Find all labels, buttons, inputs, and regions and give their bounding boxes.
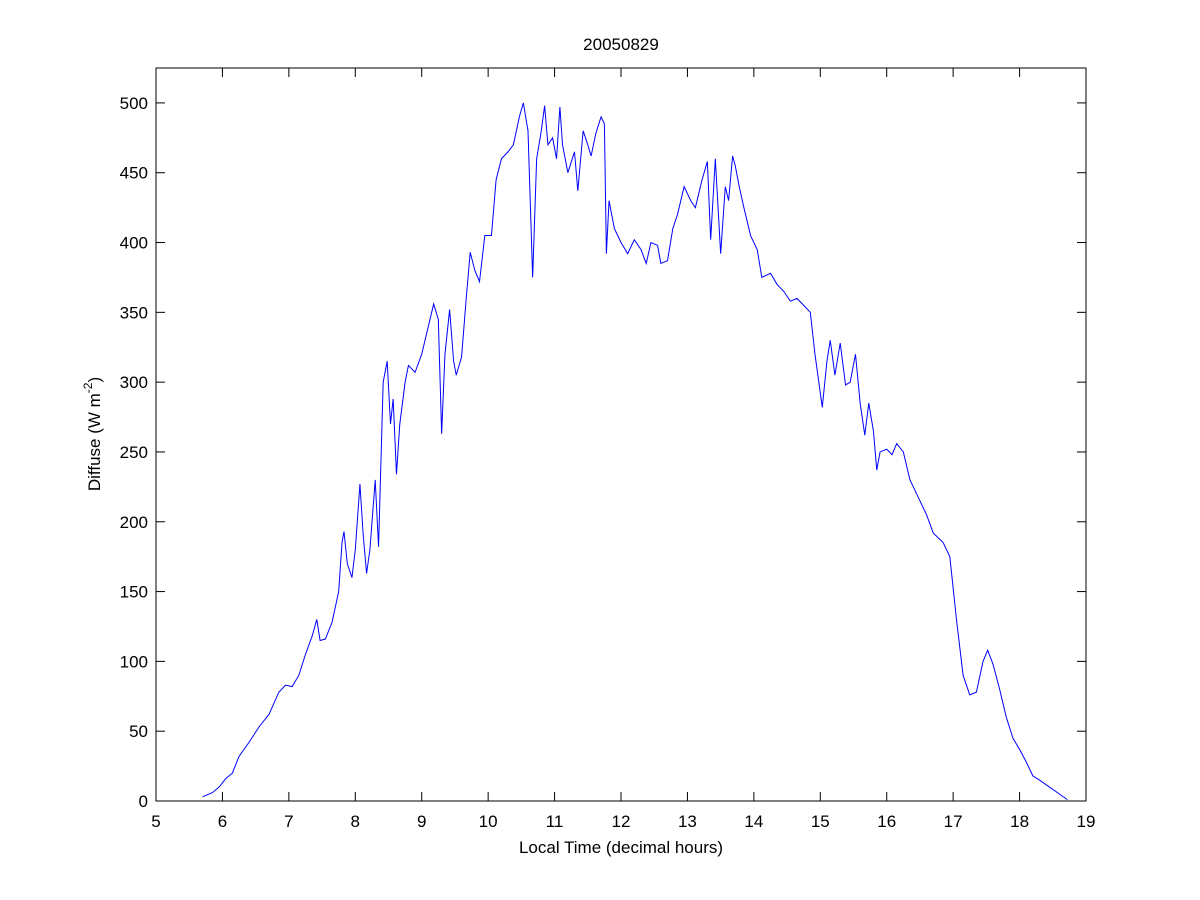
y-tick-label: 150 [120, 583, 148, 602]
y-label-suffix: ) [85, 377, 104, 383]
y-tick-label: 100 [120, 652, 148, 671]
data-line [202, 102, 1068, 801]
x-tick-label: 15 [811, 812, 830, 831]
chart-title: 20050829 [583, 35, 659, 54]
x-tick-label: 16 [877, 812, 896, 831]
y-tick-label: 500 [120, 94, 148, 113]
x-tick-label: 10 [479, 812, 498, 831]
x-tick-label: 5 [151, 812, 160, 831]
x-tick-label: 11 [546, 812, 564, 831]
y-tick-label: 450 [120, 164, 148, 183]
plot-area [155, 67, 1087, 802]
x-tick-label: 13 [678, 812, 697, 831]
y-tick-label: 250 [120, 443, 148, 462]
x-tick-label: 17 [944, 812, 963, 831]
y-tick-label: 300 [120, 373, 148, 392]
y-tick-label: 0 [139, 792, 148, 811]
y-label-text: Diffuse (W m [85, 393, 104, 491]
y-tick-label: 200 [120, 513, 148, 532]
x-tick-label: 18 [1010, 812, 1029, 831]
y-label-superscript: -2 [81, 382, 95, 393]
y-tick-label: 350 [120, 303, 148, 322]
x-tick-label: 8 [351, 812, 360, 831]
y-tick-label: 50 [129, 722, 148, 741]
x-tick-label: 14 [744, 812, 763, 831]
y-axis-label: Diffuse (W m-2) [81, 377, 104, 491]
y-tick-label: 400 [120, 234, 148, 253]
x-tick-label: 12 [612, 812, 631, 831]
x-tick-label: 7 [284, 812, 293, 831]
x-tick-label: 6 [218, 812, 227, 831]
x-axis-label: Local Time (decimal hours) [519, 838, 723, 857]
x-tick-label: 19 [1077, 812, 1096, 831]
x-tick-label: 9 [417, 812, 426, 831]
